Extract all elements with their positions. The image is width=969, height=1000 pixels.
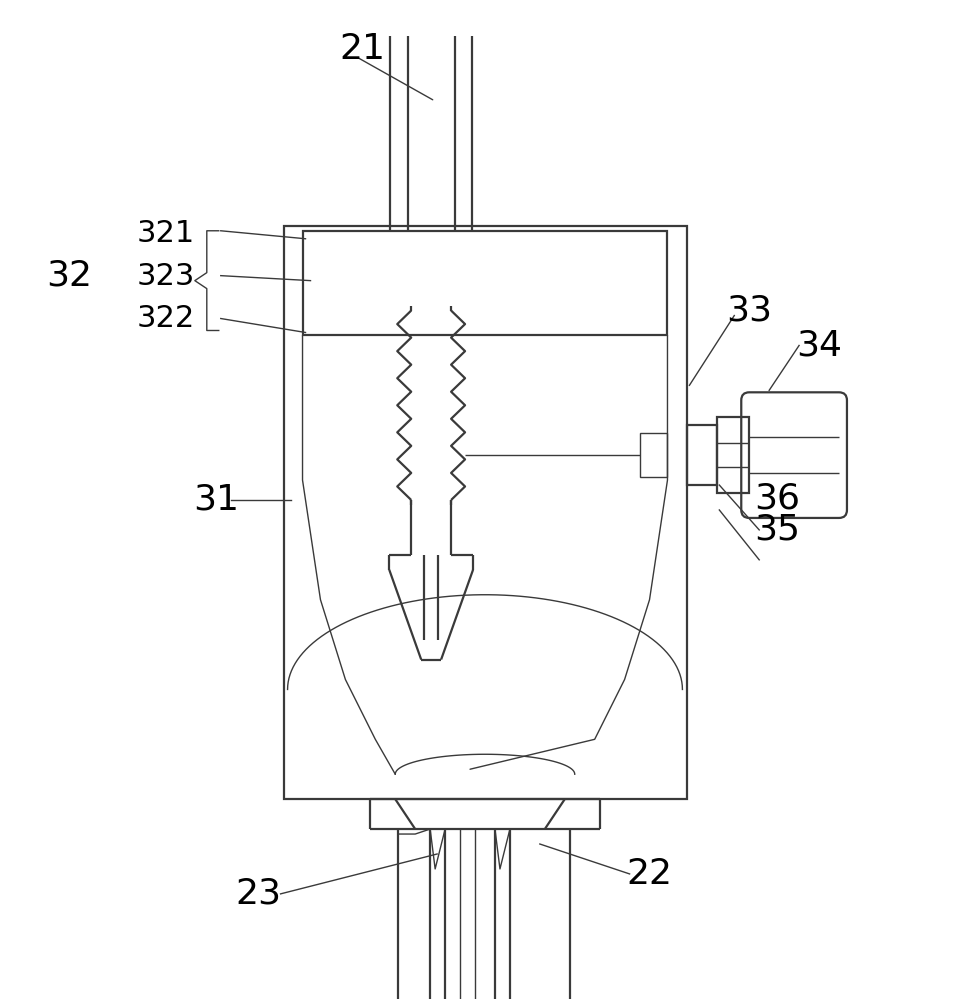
Text: 321: 321 xyxy=(137,219,195,248)
Text: 23: 23 xyxy=(235,877,282,911)
Text: 322: 322 xyxy=(137,304,195,333)
Text: 36: 36 xyxy=(754,481,800,515)
Text: 323: 323 xyxy=(137,262,195,291)
Bar xyxy=(284,226,687,799)
Bar xyxy=(687,425,717,485)
Text: 31: 31 xyxy=(193,483,238,517)
Text: 22: 22 xyxy=(627,857,672,891)
Text: 21: 21 xyxy=(339,32,386,66)
Text: 33: 33 xyxy=(726,294,772,328)
Bar xyxy=(640,433,668,477)
Text: 35: 35 xyxy=(754,513,800,547)
Text: 32: 32 xyxy=(47,259,92,293)
Bar xyxy=(717,417,749,493)
Text: 34: 34 xyxy=(797,328,842,362)
Bar xyxy=(302,231,668,335)
